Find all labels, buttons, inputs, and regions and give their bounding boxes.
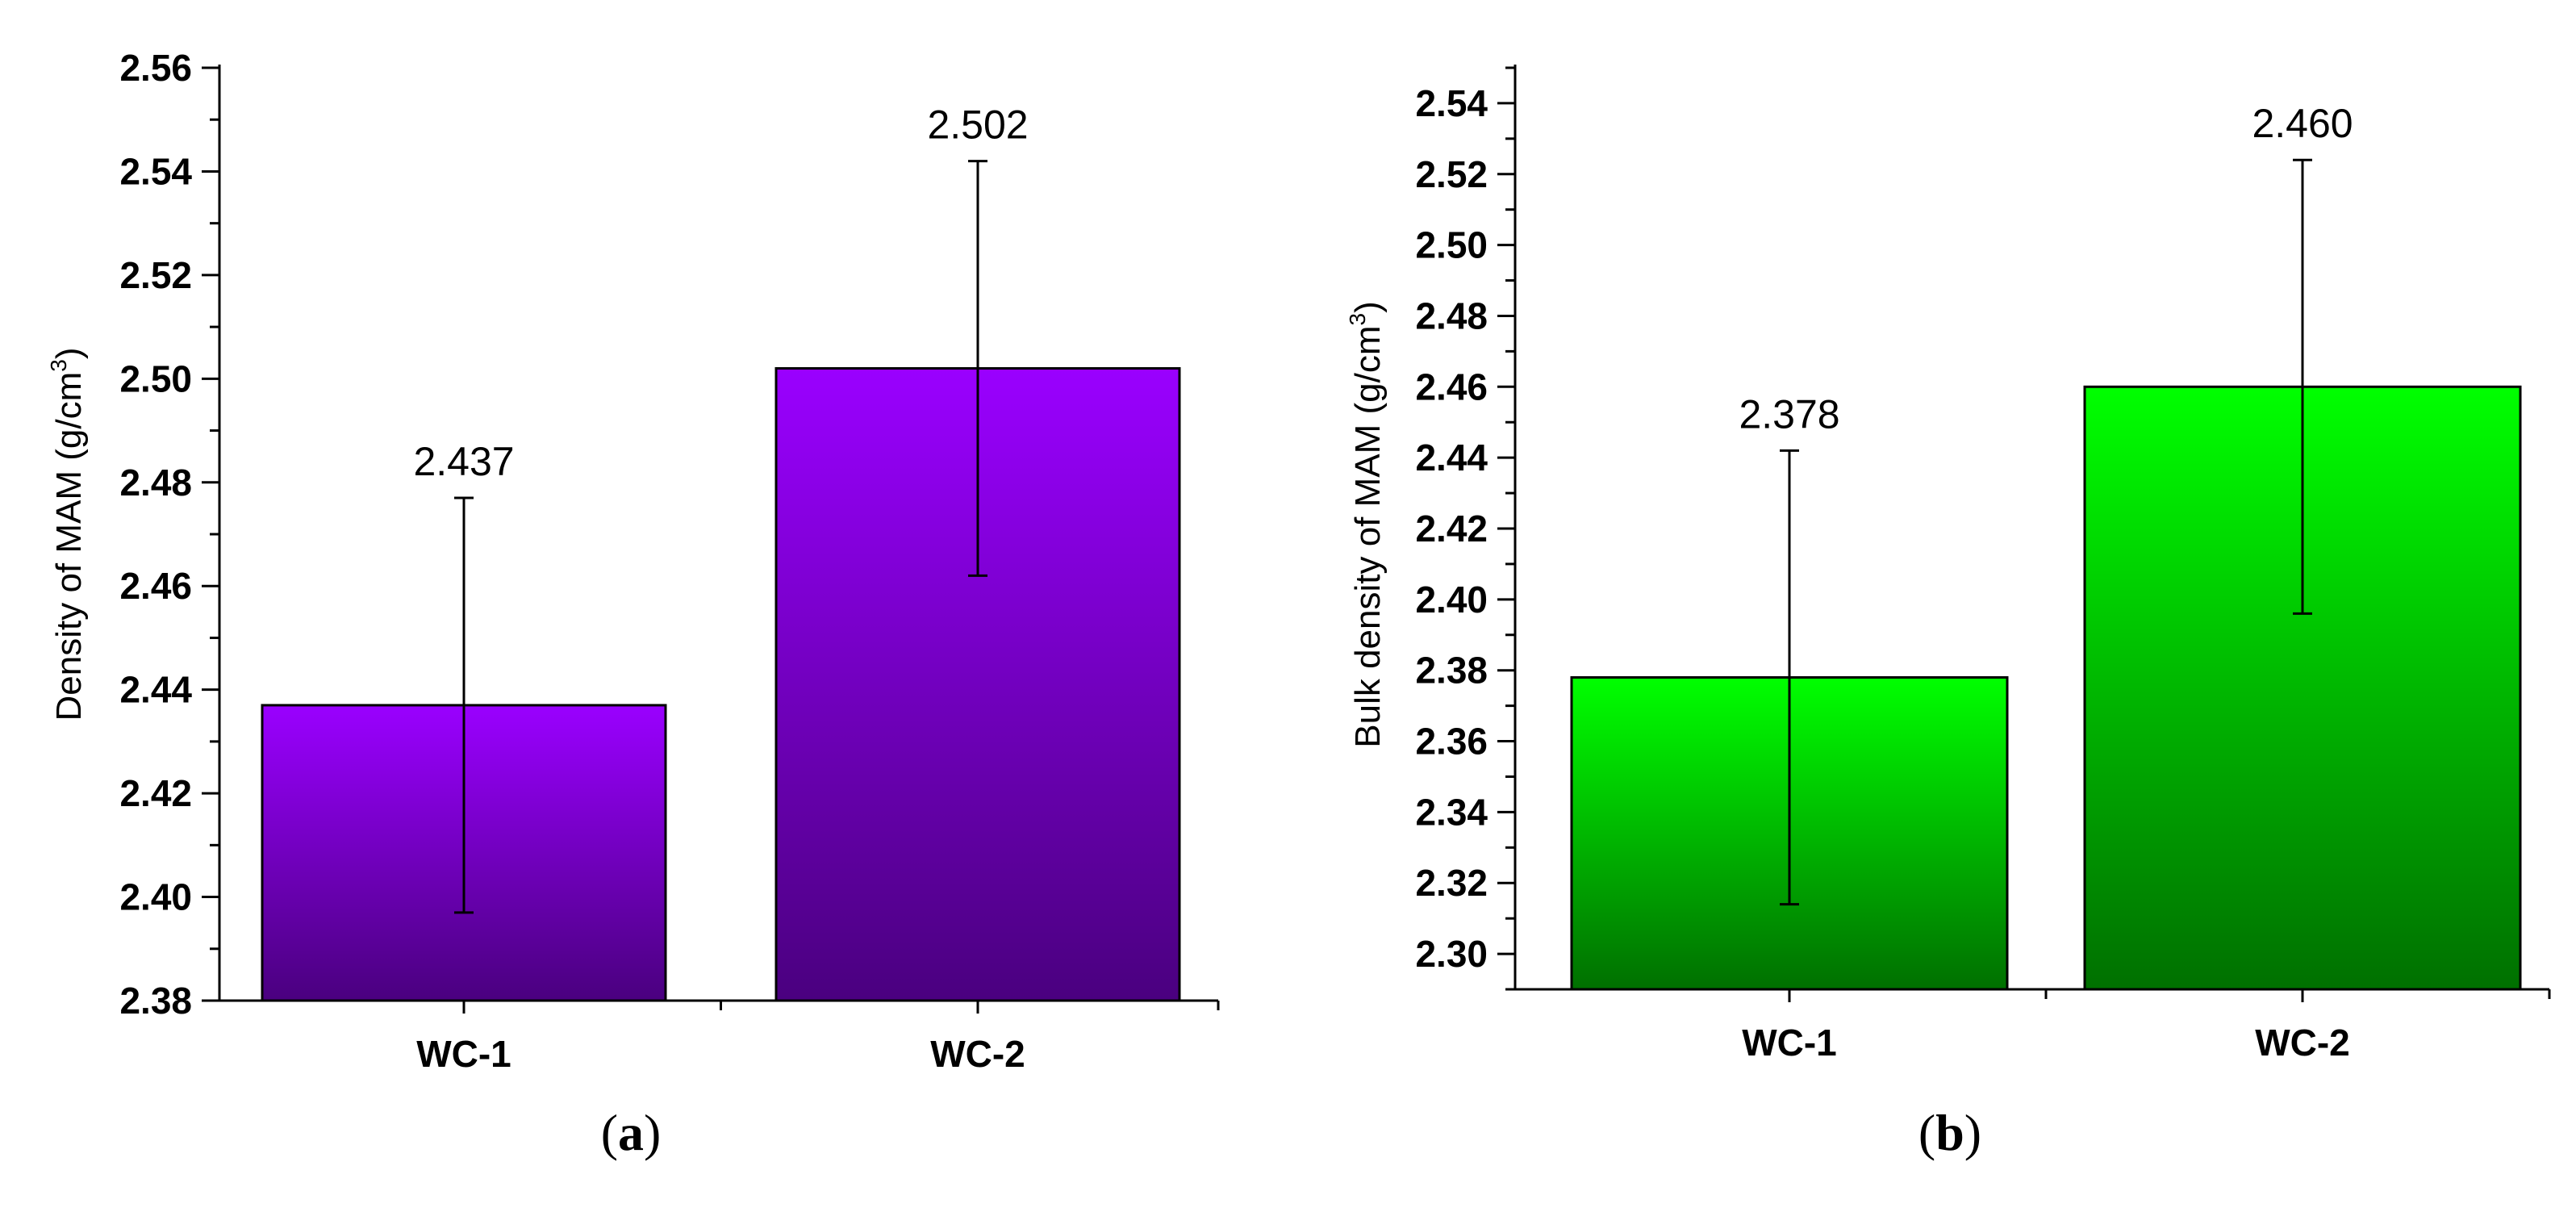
- x-tick-label-wc-2: WC-2: [2255, 1022, 2350, 1064]
- y-tick-label: 2.38: [119, 980, 192, 1022]
- y-tick-label: 2.42: [119, 772, 192, 814]
- y-tick-label: 2.36: [1415, 721, 1488, 763]
- y-tick-label: 2.32: [1415, 862, 1488, 904]
- chart-a-error-bars: [454, 160, 987, 914]
- chart-b-y-axis-label-close: ): [1348, 301, 1388, 313]
- chart-b-value-labels: 2.378 2.460: [1739, 101, 2353, 437]
- chart-b-axes: [1513, 65, 2551, 999]
- error-bar-wc-2: [968, 160, 987, 577]
- y-tick-label: 2.54: [1415, 82, 1488, 124]
- chart-a-y-axis-label-text: Density of MAM (g/cm: [49, 372, 89, 721]
- value-label-wc-1: 2.378: [1739, 391, 1839, 437]
- y-tick-label: 2.40: [1415, 579, 1488, 621]
- y-tick-label: 2.50: [1415, 224, 1488, 266]
- x-tick-label-wc-2: WC-2: [930, 1033, 1025, 1075]
- y-tick-label: 2.48: [1415, 295, 1488, 336]
- y-tick-label: 2.50: [119, 357, 192, 399]
- chart-a-value-labels: 2.437 2.502: [413, 102, 1028, 484]
- y-tick-label: 2.56: [119, 47, 192, 89]
- y-tick-label: 2.52: [119, 254, 192, 296]
- y-tick-label: 2.46: [1415, 366, 1488, 408]
- value-label-wc-1: 2.437: [413, 439, 514, 484]
- chart-a-bars: [261, 366, 1181, 1002]
- panel-label-b-close: ): [1964, 1104, 1981, 1161]
- x-tick-label-wc-1: WC-1: [416, 1033, 511, 1075]
- chart-b-y-ticks: 2.30 2.32 2.34 2.36 2.38 2.40 2.42 2.44 2.46 2.48…: [1415, 66, 1515, 991]
- y-tick-label: 2.54: [119, 150, 192, 192]
- chart-b-bars: [1570, 385, 2522, 991]
- value-label-wc-2: 2.460: [2252, 101, 2353, 146]
- panel-label-a-open: (: [601, 1104, 618, 1161]
- error-bar-wc-1: [454, 496, 474, 914]
- y-tick-label: 2.46: [119, 565, 192, 607]
- chart-a-y-axis-label: Density of MAM (g/cm3): [46, 348, 89, 721]
- chart-a-y-axis-label-superscript: 3: [46, 359, 71, 372]
- chart-a-y-ticks: 2.38 2.40 2.42 2.44 2.46 2.48 2.50 2.52 2.54 2.56: [119, 47, 219, 1022]
- chart-b-y-axis-label: Bulk density of MAM (g/cm3): [1345, 301, 1388, 748]
- y-tick-label: 2.38: [1415, 650, 1488, 692]
- chart-a-y-axis-label-close: ): [49, 348, 89, 360]
- chart-b-x-ticks: WC-1 WC-2: [1742, 989, 2350, 1064]
- y-tick-label: 2.42: [1415, 508, 1488, 550]
- panel-label-b: (b): [1918, 1104, 1981, 1161]
- chart-a-x-ticks: WC-1 WC-2: [416, 1001, 1025, 1075]
- error-bar-wc-1: [1780, 449, 1799, 906]
- y-tick-label: 2.52: [1415, 153, 1488, 195]
- error-bar-wc-2: [2293, 158, 2312, 615]
- chart-b-y-axis-label-text: Bulk density of MAM (g/cm: [1348, 325, 1388, 747]
- y-tick-label: 2.40: [119, 876, 192, 918]
- chart-b-y-axis-label-superscript: 3: [1345, 313, 1370, 326]
- value-label-wc-2: 2.502: [927, 102, 1028, 148]
- y-tick-label: 2.44: [119, 669, 192, 711]
- panel-label-b-letter: b: [1935, 1104, 1964, 1161]
- panel-label-b-open: (: [1918, 1104, 1935, 1161]
- y-tick-label: 2.34: [1415, 791, 1488, 833]
- y-tick-label: 2.48: [119, 462, 192, 504]
- panel-label-a-close: ): [644, 1104, 661, 1161]
- chart-b-error-bars: [1780, 158, 2312, 906]
- y-tick-label: 2.44: [1415, 437, 1488, 479]
- panel-label-a-letter: a: [618, 1104, 644, 1161]
- y-tick-label: 2.30: [1415, 933, 1488, 975]
- x-tick-label-wc-1: WC-1: [1742, 1022, 1837, 1064]
- panel-label-a: (a): [601, 1104, 662, 1161]
